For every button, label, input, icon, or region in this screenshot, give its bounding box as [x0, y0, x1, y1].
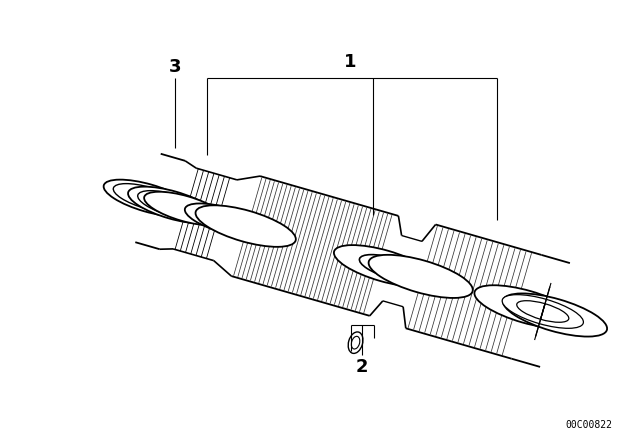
Ellipse shape: [138, 191, 207, 220]
Ellipse shape: [380, 260, 445, 288]
Ellipse shape: [503, 293, 607, 336]
Ellipse shape: [348, 332, 363, 353]
Ellipse shape: [113, 184, 183, 212]
Text: 2: 2: [356, 358, 369, 376]
Ellipse shape: [334, 245, 434, 287]
Ellipse shape: [104, 180, 193, 216]
Ellipse shape: [474, 285, 579, 328]
Ellipse shape: [144, 192, 225, 225]
Ellipse shape: [516, 301, 569, 322]
Polygon shape: [231, 176, 399, 316]
Text: 3: 3: [169, 58, 181, 76]
Ellipse shape: [128, 187, 217, 224]
Ellipse shape: [185, 203, 266, 237]
Text: 00C00822: 00C00822: [565, 420, 612, 430]
Ellipse shape: [360, 254, 425, 282]
Ellipse shape: [502, 295, 584, 328]
Ellipse shape: [351, 336, 360, 349]
Ellipse shape: [195, 205, 296, 247]
Ellipse shape: [369, 255, 473, 298]
Text: 1: 1: [344, 53, 356, 71]
